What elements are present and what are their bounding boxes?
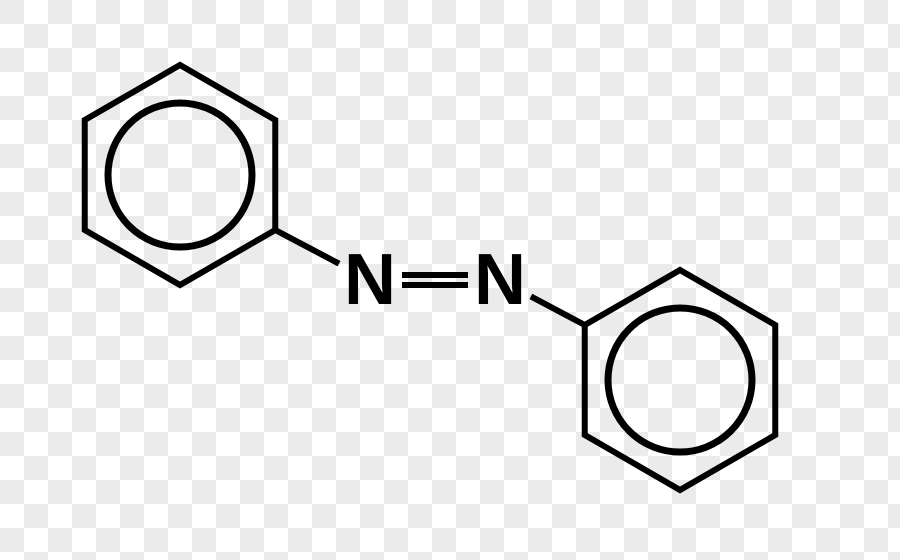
transparency-checker [0,0,900,560]
atom-label-N2: N [474,240,526,320]
atom-label-N1: N [344,240,396,320]
canvas: NN [0,0,900,560]
molecule-diagram: NN [0,0,900,560]
